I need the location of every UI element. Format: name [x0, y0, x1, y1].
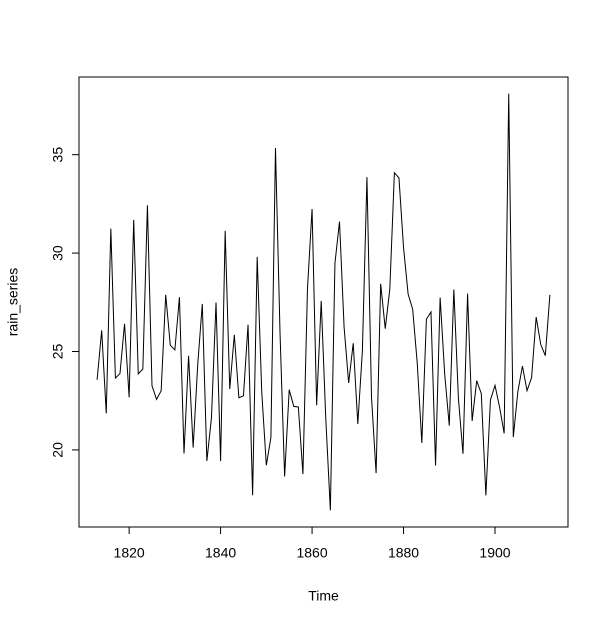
- y-tick-label: 35: [50, 147, 66, 163]
- x-tick-label: 1820: [114, 545, 145, 561]
- y-tick-label: 25: [50, 344, 66, 360]
- plot-box: [78, 76, 569, 528]
- x-tick-label: 1840: [205, 545, 236, 561]
- x-tick-label: 1860: [296, 545, 327, 561]
- x-axis-label: Time: [308, 588, 339, 604]
- y-tick-label: 30: [50, 245, 66, 261]
- y-tick-label: 20: [50, 442, 66, 458]
- x-tick-label: 1900: [479, 545, 510, 561]
- x-tick-label: 1880: [388, 545, 419, 561]
- series-line: [96, 93, 551, 511]
- y-axis-label: rain_series: [5, 268, 21, 336]
